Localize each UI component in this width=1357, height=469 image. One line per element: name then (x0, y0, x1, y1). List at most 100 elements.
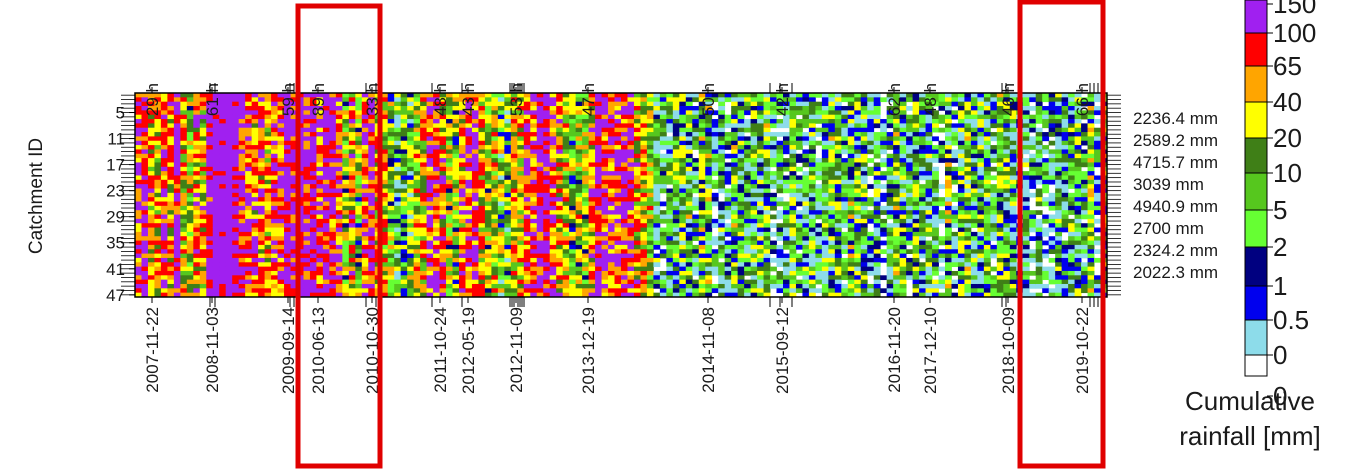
heatmap-cell (219, 210, 227, 215)
heatmap-cell (828, 201, 836, 207)
heatmap-cell (329, 145, 337, 150)
heatmap-cell (588, 223, 596, 228)
heatmap-cell (413, 270, 421, 276)
heatmap-cell (588, 292, 596, 298)
heatmap-cell (238, 145, 246, 150)
heatmap-cell (465, 201, 473, 207)
heatmap-cell (698, 279, 706, 285)
heatmap-cell (154, 218, 162, 224)
heatmap-cell (238, 266, 246, 272)
heatmap-cell (180, 283, 188, 289)
heatmap-cell (167, 149, 175, 155)
heatmap-cell (141, 171, 149, 176)
heatmap-cell (731, 132, 739, 137)
heatmap-cell (685, 175, 693, 181)
heatmap-cell (322, 244, 330, 250)
heatmap-cell (510, 270, 518, 276)
heatmap-cell (757, 210, 764, 215)
heatmap-cell (141, 179, 149, 185)
heatmap-cell (711, 201, 719, 207)
heatmap-cell (407, 123, 415, 129)
heatmap-cell (459, 171, 466, 176)
heatmap-cell (394, 179, 402, 185)
heatmap-cell (711, 140, 719, 146)
heatmap-cell (763, 127, 771, 133)
heatmap-cell (348, 205, 356, 211)
heatmap-cell (802, 205, 810, 211)
heatmap-cell (569, 179, 577, 185)
heatmap-cell (523, 266, 531, 272)
heatmap-cell (666, 197, 674, 202)
heatmap-cell (582, 201, 589, 207)
heatmap-cell (627, 132, 635, 137)
heatmap-cell (595, 175, 602, 181)
heatmap-cell (309, 244, 317, 250)
heatmap-cell (530, 162, 538, 168)
heatmap-cell (284, 158, 291, 163)
heatmap-cell (335, 175, 343, 181)
heatmap-cell (737, 288, 745, 294)
heatmap-cell (530, 132, 538, 137)
heatmap-cell (757, 184, 764, 189)
heatmap-cell (783, 97, 790, 103)
heatmap-cell (705, 123, 713, 129)
heatmap-cell (718, 223, 726, 228)
heatmap-cell (277, 231, 285, 237)
heatmap-cell (523, 184, 531, 189)
heatmap-cell (251, 288, 259, 294)
heatmap-cell (322, 214, 330, 220)
heatmap-cell (659, 270, 667, 276)
heatmap-cell (569, 205, 577, 211)
heatmap-cell (821, 145, 829, 150)
heatmap-cell (173, 205, 181, 211)
heatmap-cell (685, 179, 693, 185)
heatmap-cell (245, 101, 253, 107)
heatmap-cell (562, 240, 570, 246)
heatmap-cell (718, 166, 726, 172)
heatmap-cell (776, 288, 784, 294)
heatmap-cell (543, 140, 551, 146)
heatmap-cell (446, 162, 453, 168)
heatmap-cell (783, 140, 790, 146)
heatmap-cell (795, 136, 803, 142)
heatmap-cell (329, 184, 337, 189)
heatmap-cell (776, 249, 784, 254)
heatmap-cell (446, 166, 453, 172)
heatmap-cell (795, 119, 803, 124)
heatmap-cell (815, 270, 823, 276)
heatmap-cell (776, 184, 784, 189)
heatmap-cell (731, 153, 739, 159)
heatmap-cell (484, 106, 492, 111)
heatmap-cell (679, 266, 687, 272)
heatmap-cell (633, 214, 641, 220)
heatmap-cell (588, 166, 596, 172)
heatmap-cell (439, 231, 447, 237)
heatmap-cell (413, 184, 421, 189)
heatmap-cell (666, 292, 674, 298)
heatmap-cell (420, 136, 427, 142)
heatmap-cell (504, 192, 512, 198)
heatmap-cell (659, 171, 667, 176)
heatmap-cell (770, 132, 777, 137)
heatmap-cell (744, 257, 751, 263)
heatmap-cell (335, 262, 343, 268)
heatmap-cell (808, 114, 816, 120)
heatmap-cell (303, 223, 311, 228)
heatmap-cell (322, 210, 330, 215)
heatmap-cell (206, 262, 214, 268)
heatmap-cell (135, 214, 142, 220)
heatmap-cell (284, 101, 291, 107)
heatmap-cell (679, 283, 687, 289)
heatmap-cell (757, 218, 764, 224)
heatmap-cell (685, 240, 693, 246)
heatmap-cell (407, 153, 415, 159)
heatmap-cell (808, 214, 816, 220)
heatmap-cell (621, 153, 628, 159)
heatmap-cell (562, 175, 570, 181)
heatmap-cell (614, 240, 622, 246)
heatmap-cell (316, 292, 324, 298)
heatmap-cell (154, 201, 162, 207)
heatmap-cell (413, 106, 421, 111)
heatmap-cell (303, 266, 311, 272)
heatmap-cell (264, 249, 272, 254)
